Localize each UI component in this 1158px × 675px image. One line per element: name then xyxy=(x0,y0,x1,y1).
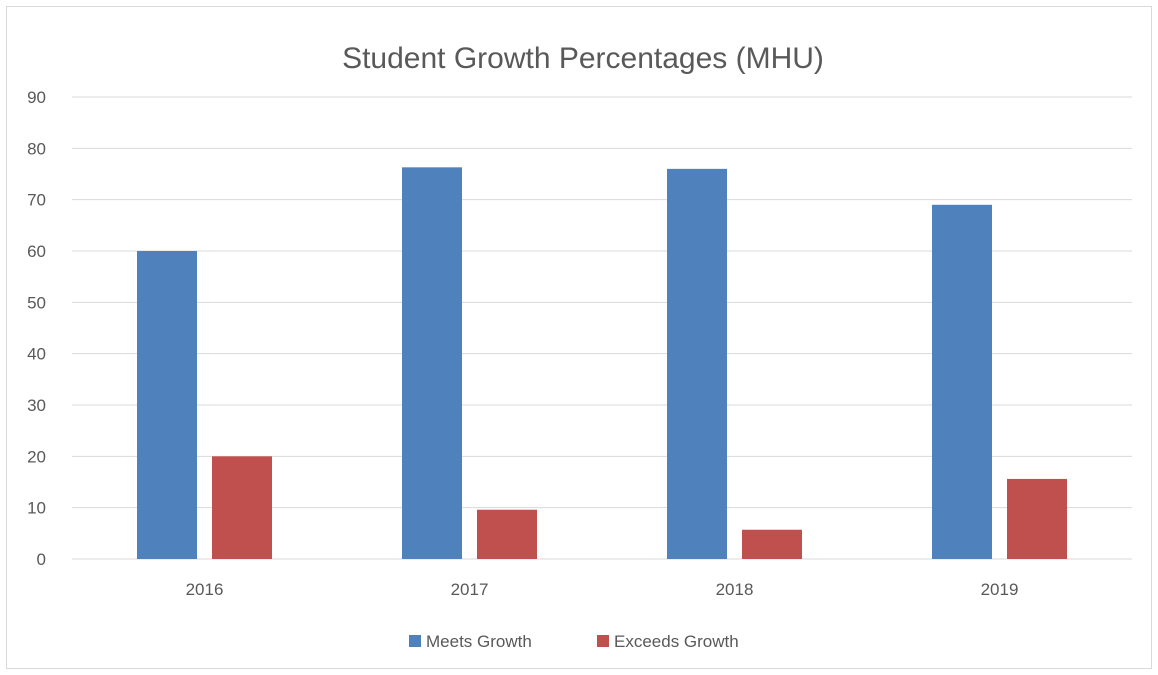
bar-meets-growth-2018 xyxy=(667,168,727,559)
y-tick-label: 0 xyxy=(37,550,46,569)
bar-exceeds-growth-2019 xyxy=(1007,478,1067,559)
legend-swatch-meets-growth xyxy=(409,635,421,647)
y-tick-label: 50 xyxy=(27,293,46,312)
bar-meets-growth-2017 xyxy=(402,167,462,559)
legend-label: Meets Growth xyxy=(426,632,532,651)
bar-exceeds-growth-2017 xyxy=(477,509,537,559)
bar-exceeds-growth-2018 xyxy=(742,529,802,559)
x-tick-label: 2018 xyxy=(716,580,754,599)
y-tick-label: 20 xyxy=(27,447,46,466)
chart-title: Student Growth Percentages (MHU) xyxy=(342,42,824,75)
legend: Meets Growth Exceeds Growth xyxy=(409,632,739,651)
y-tick-label: 30 xyxy=(27,396,46,415)
x-axis-ticks: 2016 2017 2018 2019 xyxy=(186,580,1019,599)
bars xyxy=(137,167,1067,560)
x-tick-label: 2017 xyxy=(451,580,489,599)
bar-exceeds-growth-2016 xyxy=(212,456,272,559)
bar-meets-growth-2019 xyxy=(932,204,992,560)
legend-swatch-exceeds-growth xyxy=(597,635,609,647)
y-tick-label: 60 xyxy=(27,242,46,261)
x-tick-label: 2016 xyxy=(186,580,224,599)
y-axis-ticks: 0 10 20 30 40 50 60 70 80 90 xyxy=(27,88,46,569)
y-tick-label: 10 xyxy=(27,499,46,518)
y-tick-label: 70 xyxy=(27,191,46,210)
legend-label: Exceeds Growth xyxy=(614,632,739,651)
bar-meets-growth-2016 xyxy=(137,251,197,559)
y-tick-label: 40 xyxy=(27,345,46,364)
y-tick-label: 90 xyxy=(27,88,46,107)
x-tick-label: 2019 xyxy=(981,580,1019,599)
y-tick-label: 80 xyxy=(27,139,46,158)
